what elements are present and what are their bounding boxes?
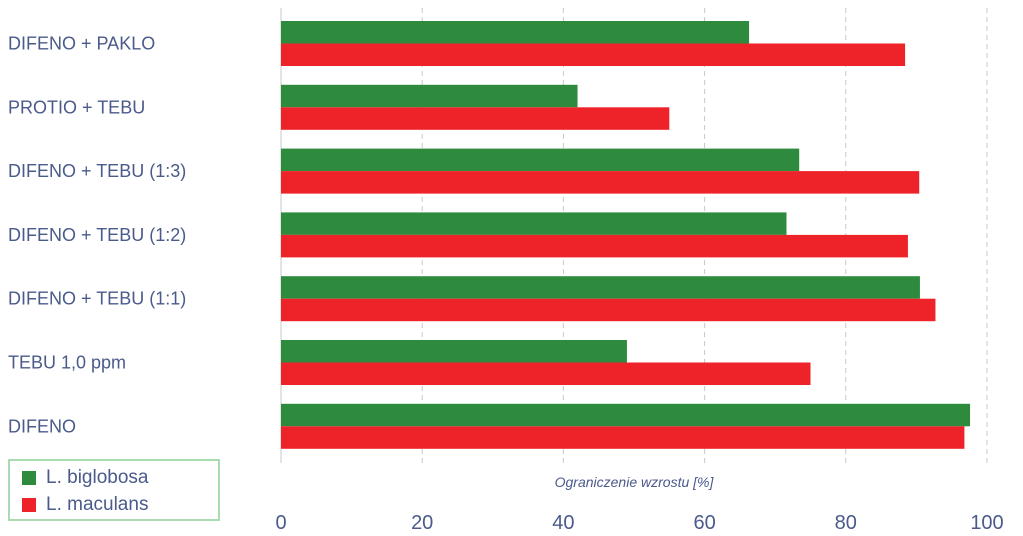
bar-l-maculans-6 — [281, 426, 965, 449]
bar-l-maculans-5 — [281, 362, 811, 385]
x-tick-100: 100 — [970, 512, 1003, 534]
category-label-1: PROTIO + TEBU — [8, 97, 145, 117]
legend-swatch-l-biglobosa — [22, 471, 36, 485]
legend: L. biglobosa L. maculans — [8, 459, 220, 521]
bars — [281, 21, 971, 449]
bar-l-maculans-0 — [281, 43, 906, 66]
x-tick-60: 60 — [693, 512, 715, 534]
bar-l-maculans-3 — [281, 234, 908, 258]
bar-l-biglobosa-0 — [281, 21, 750, 44]
category-label-2: DIFENO + TEBU (1:3) — [8, 161, 186, 181]
legend-swatch-l-maculans — [22, 498, 36, 512]
bar-l-maculans-1 — [281, 107, 670, 130]
x-axis-title: Ograniczenie wzrostu [%] — [555, 474, 715, 490]
category-labels: DIFENO + PAKLO PROTIO + TEBU DIFENO + TEBU… — [8, 34, 186, 437]
bar-l-biglobosa-3 — [281, 212, 787, 235]
bar-l-maculans-2 — [281, 171, 920, 194]
legend-item-l-biglobosa: L. biglobosa — [22, 466, 148, 490]
x-tick-80: 80 — [835, 512, 857, 534]
bar-l-biglobosa-5 — [281, 340, 627, 363]
legend-label-l-biglobosa: L. biglobosa — [46, 467, 149, 488]
x-tick-0: 0 — [275, 512, 286, 534]
x-tick-labels: 0 20 40 60 80 100 — [275, 512, 1003, 534]
category-label-4: DIFENO + TEBU (1:1) — [8, 289, 186, 309]
bar-l-biglobosa-1 — [281, 84, 578, 108]
x-tick-40: 40 — [552, 512, 574, 534]
category-label-0: DIFENO + PAKLO — [8, 34, 155, 54]
bar-l-biglobosa-6 — [281, 403, 971, 427]
bar-l-biglobosa-4 — [281, 276, 920, 299]
legend-label-l-maculans: L. maculans — [46, 494, 149, 515]
legend-item-l-maculans: L. maculans — [22, 493, 148, 517]
category-label-5: TEBU 1,0 ppm — [8, 353, 126, 373]
bar-l-maculans-4 — [281, 298, 936, 322]
x-tick-20: 20 — [411, 512, 433, 534]
category-label-3: DIFENO + TEBU (1:2) — [8, 225, 186, 245]
category-label-6: DIFENO — [8, 416, 76, 436]
bar-l-biglobosa-2 — [281, 148, 800, 172]
